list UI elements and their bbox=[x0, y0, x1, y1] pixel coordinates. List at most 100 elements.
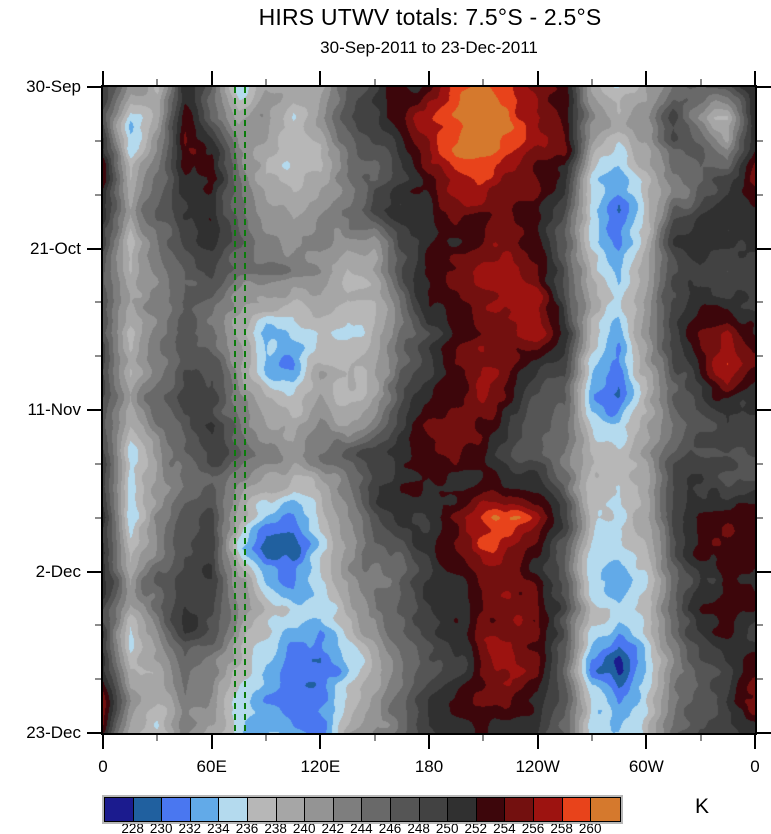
y-axis-tick bbox=[755, 409, 771, 411]
colorbar-cell bbox=[105, 798, 134, 821]
y-axis-tick bbox=[755, 86, 771, 88]
x-axis-tick bbox=[536, 733, 539, 749]
colorbar-boundary-label: 230 bbox=[149, 821, 173, 834]
colorbar-cell bbox=[390, 798, 420, 821]
y-axis-tick bbox=[95, 139, 103, 142]
y-axis-tick bbox=[95, 516, 103, 519]
colorbar bbox=[104, 797, 621, 822]
colorbar-cell bbox=[276, 798, 306, 821]
y-axis-tick bbox=[87, 247, 103, 250]
x-axis-tick bbox=[482, 733, 485, 741]
y-axis-tick bbox=[755, 516, 763, 519]
y-axis-tick bbox=[755, 678, 763, 681]
colorbar-cell bbox=[190, 798, 220, 821]
x-axis-tick bbox=[265, 79, 267, 87]
x-axis-tick bbox=[482, 79, 485, 87]
colorbar-boundary-label: 250 bbox=[435, 821, 459, 834]
colorbar-boundary-label: 228 bbox=[121, 821, 144, 834]
y-axis-tick bbox=[87, 570, 103, 573]
colorbar-cell bbox=[562, 798, 592, 821]
x-axis-tick bbox=[754, 733, 756, 749]
y-axis-tick bbox=[95, 678, 103, 681]
y-axis-tick bbox=[755, 355, 763, 358]
x-axis-tick bbox=[428, 71, 430, 87]
x-tick-label: 60E bbox=[196, 757, 227, 776]
colorbar-cell bbox=[419, 798, 449, 821]
x-tick-label: 0 bbox=[98, 757, 108, 776]
colorbar-boundary-label: 252 bbox=[464, 821, 488, 834]
x-axis-tick bbox=[210, 733, 213, 749]
colorbar-boundary-label: 232 bbox=[178, 821, 202, 834]
x-axis-tick bbox=[210, 71, 213, 87]
colorbar-boundary-label: 254 bbox=[493, 821, 516, 834]
y-axis-tick bbox=[755, 732, 771, 734]
colorbar-cell bbox=[219, 798, 248, 821]
y-axis-tick bbox=[87, 732, 103, 734]
x-axis-tick bbox=[536, 71, 539, 87]
x-axis-tick bbox=[645, 71, 648, 87]
y-axis-tick bbox=[95, 193, 103, 196]
y-axis-tick bbox=[755, 462, 763, 465]
figure-title: HIRS UTWV totals: 7.5°S - 2.5°S bbox=[258, 4, 602, 30]
x-axis-tick bbox=[373, 79, 376, 87]
x-axis-tick bbox=[428, 733, 430, 749]
y-axis-tick bbox=[755, 301, 763, 304]
x-axis-tick bbox=[591, 79, 593, 87]
colorbar-boundary-label: 248 bbox=[407, 821, 430, 834]
y-tick-label: 23-Dec bbox=[26, 723, 81, 742]
y-axis-tick bbox=[95, 355, 103, 358]
x-axis-tick bbox=[699, 733, 702, 741]
colorbar-cell bbox=[448, 798, 477, 821]
x-axis-tick bbox=[265, 733, 267, 741]
colorbar-cell bbox=[333, 798, 363, 821]
y-axis-tick bbox=[95, 624, 103, 627]
y-tick-label: 21-Oct bbox=[29, 238, 81, 258]
colorbar-boundary-label: 260 bbox=[578, 821, 602, 834]
reference-line bbox=[244, 87, 247, 733]
y-axis-tick bbox=[755, 624, 763, 627]
y-axis-tick bbox=[755, 570, 771, 573]
x-axis-tick bbox=[156, 733, 159, 741]
x-tick-label: 120W bbox=[515, 757, 560, 776]
x-tick-label: 60W bbox=[628, 757, 664, 776]
x-tick-label: 120E bbox=[300, 757, 341, 776]
y-axis-tick bbox=[95, 301, 103, 304]
colorbar-boundary-label: 246 bbox=[378, 821, 402, 834]
x-axis-tick bbox=[373, 733, 376, 741]
x-axis-tick bbox=[319, 71, 322, 87]
colorbar-cell bbox=[362, 798, 391, 821]
x-axis-tick bbox=[591, 733, 593, 741]
colorbar-boundary-label: 240 bbox=[292, 821, 316, 834]
colorbar-boundary-label: 242 bbox=[321, 821, 345, 834]
x-axis-tick bbox=[102, 733, 104, 749]
reference-line bbox=[234, 87, 237, 733]
colorbar-cell bbox=[505, 798, 534, 821]
x-axis-tick bbox=[699, 79, 702, 87]
y-axis-tick bbox=[87, 86, 103, 88]
y-axis-tick bbox=[95, 462, 103, 465]
colorbar-cell bbox=[305, 798, 334, 821]
colorbar-unit-label: K bbox=[694, 795, 709, 818]
colorbar-boundary-label: 236 bbox=[235, 821, 259, 834]
x-axis-tick bbox=[102, 71, 104, 87]
x-axis-tick bbox=[754, 71, 756, 87]
colorbar-cell bbox=[247, 798, 277, 821]
figure-subtitle: 30-Sep-2011 to 23-Dec-2011 bbox=[320, 38, 538, 57]
x-tick-label: 180 bbox=[414, 757, 444, 776]
y-axis-tick bbox=[87, 409, 103, 411]
y-tick-label: 30-Sep bbox=[26, 77, 81, 96]
x-axis-tick bbox=[319, 733, 322, 749]
y-tick-label: 11-Nov bbox=[27, 400, 81, 419]
colorbar-boundary-label: 234 bbox=[207, 821, 230, 834]
colorbar-cell bbox=[591, 798, 620, 821]
y-axis-tick bbox=[755, 139, 763, 142]
colorbar-boundary-label: 256 bbox=[521, 821, 545, 834]
colorbar-cell bbox=[476, 798, 506, 821]
colorbar-cell bbox=[533, 798, 563, 821]
y-axis-tick bbox=[755, 247, 771, 250]
x-axis-tick bbox=[156, 79, 159, 87]
colorbar-boundary-label: 258 bbox=[550, 821, 573, 834]
x-tick-label: 0 bbox=[750, 757, 760, 776]
y-axis-tick bbox=[755, 193, 763, 196]
